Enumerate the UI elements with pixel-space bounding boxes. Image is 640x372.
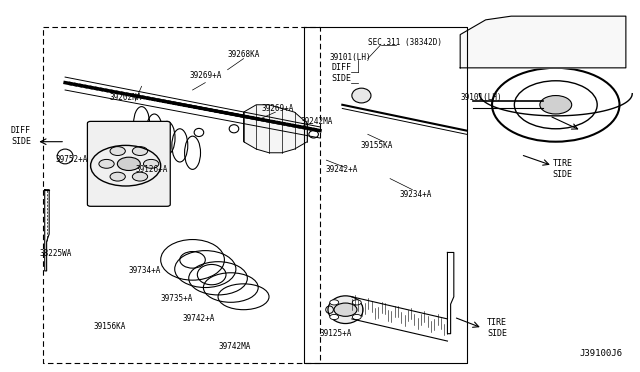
Polygon shape <box>244 105 307 153</box>
Text: 39202NA: 39202NA <box>109 93 142 102</box>
FancyBboxPatch shape <box>88 121 170 206</box>
Text: 39101(LH): 39101(LH) <box>330 53 371 62</box>
Text: 39269+A: 39269+A <box>261 104 294 113</box>
Ellipse shape <box>328 296 363 324</box>
Text: 39742+A: 39742+A <box>183 314 216 323</box>
Polygon shape <box>460 16 626 68</box>
Circle shape <box>540 96 572 114</box>
Text: 39742MA: 39742MA <box>218 342 250 351</box>
Text: DIFF
SIDE: DIFF SIDE <box>332 63 351 83</box>
Text: 39735+A: 39735+A <box>161 294 193 303</box>
Text: 39156KA: 39156KA <box>94 322 126 331</box>
Circle shape <box>132 172 148 181</box>
Circle shape <box>143 160 159 168</box>
Circle shape <box>117 157 140 170</box>
Text: 39101(LH): 39101(LH) <box>460 93 502 102</box>
Text: 39234+A: 39234+A <box>399 190 432 199</box>
Text: 39242MA: 39242MA <box>301 116 333 125</box>
Circle shape <box>132 147 148 155</box>
Circle shape <box>334 303 357 316</box>
Text: J39100J6: J39100J6 <box>580 349 623 358</box>
Circle shape <box>330 300 339 305</box>
Text: 39242+A: 39242+A <box>325 165 358 174</box>
Text: TIRE
SIDE: TIRE SIDE <box>487 318 507 338</box>
Circle shape <box>110 147 125 155</box>
Text: 39125+A: 39125+A <box>320 329 353 338</box>
Text: SEC.311 (38342D): SEC.311 (38342D) <box>368 38 442 46</box>
Circle shape <box>110 172 125 181</box>
Text: 38225WA: 38225WA <box>40 249 72 258</box>
Circle shape <box>352 300 361 305</box>
Text: 39155KA: 39155KA <box>360 141 392 150</box>
Text: 39126+A: 39126+A <box>135 165 168 174</box>
Circle shape <box>330 314 339 320</box>
Text: 39268KA: 39268KA <box>228 51 260 60</box>
Text: 39269+A: 39269+A <box>189 71 221 80</box>
Text: TIRE
SIDE: TIRE SIDE <box>552 159 573 179</box>
Circle shape <box>352 314 361 320</box>
Text: DIFF
SIDE: DIFF SIDE <box>11 126 31 146</box>
Text: 39734+A: 39734+A <box>129 266 161 275</box>
Ellipse shape <box>352 88 371 103</box>
Circle shape <box>99 160 114 168</box>
Text: 39752+A: 39752+A <box>56 155 88 164</box>
